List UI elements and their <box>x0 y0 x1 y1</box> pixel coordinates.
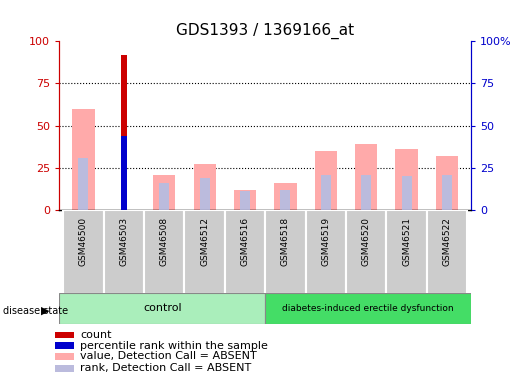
Bar <box>386 210 427 294</box>
Text: ▶: ▶ <box>41 306 49 315</box>
Title: GDS1393 / 1369166_at: GDS1393 / 1369166_at <box>176 22 354 39</box>
Bar <box>225 210 265 294</box>
Bar <box>234 190 256 210</box>
Bar <box>281 190 290 210</box>
Text: rank, Detection Call = ABSENT: rank, Detection Call = ABSENT <box>80 363 252 373</box>
Text: GSM46522: GSM46522 <box>442 217 452 266</box>
Text: control: control <box>143 303 181 313</box>
Bar <box>402 176 411 210</box>
Text: GSM46516: GSM46516 <box>241 217 250 266</box>
Bar <box>265 210 305 294</box>
Text: disease state: disease state <box>3 306 67 315</box>
Text: diabetes-induced erectile dysfunction: diabetes-induced erectile dysfunction <box>282 304 454 313</box>
Text: GSM46521: GSM46521 <box>402 217 411 266</box>
Bar <box>315 151 337 210</box>
Text: percentile rank within the sample: percentile rank within the sample <box>80 341 268 351</box>
Bar <box>442 175 452 210</box>
Bar <box>104 210 144 294</box>
Text: GSM46512: GSM46512 <box>200 217 209 266</box>
Text: GSM46508: GSM46508 <box>160 217 169 266</box>
Bar <box>265 292 471 324</box>
Text: count: count <box>80 330 112 340</box>
Bar <box>396 149 418 210</box>
Bar <box>121 136 127 210</box>
Bar <box>436 156 458 210</box>
Bar <box>78 158 89 210</box>
Bar <box>153 175 175 210</box>
Text: GSM46518: GSM46518 <box>281 217 290 266</box>
Text: GSM46520: GSM46520 <box>362 217 371 266</box>
Bar <box>200 178 210 210</box>
Bar <box>184 210 225 294</box>
Bar <box>59 292 265 324</box>
Bar <box>274 183 297 210</box>
Bar <box>56 365 74 372</box>
Text: GSM46519: GSM46519 <box>321 217 330 266</box>
Bar <box>159 183 169 210</box>
Bar <box>355 144 377 210</box>
Bar <box>305 210 346 294</box>
Bar <box>121 55 127 210</box>
Bar <box>56 342 74 349</box>
Bar <box>346 210 386 294</box>
Bar <box>240 191 250 210</box>
Bar <box>63 210 104 294</box>
Text: GSM46500: GSM46500 <box>79 217 88 266</box>
Bar <box>144 210 184 294</box>
Bar <box>56 353 74 360</box>
Text: GSM46503: GSM46503 <box>119 217 128 266</box>
Bar <box>72 109 95 210</box>
Bar <box>361 175 371 210</box>
Bar <box>56 332 74 338</box>
Bar <box>321 175 331 210</box>
Text: value, Detection Call = ABSENT: value, Detection Call = ABSENT <box>80 351 257 361</box>
Bar <box>427 210 467 294</box>
Bar <box>194 164 216 210</box>
